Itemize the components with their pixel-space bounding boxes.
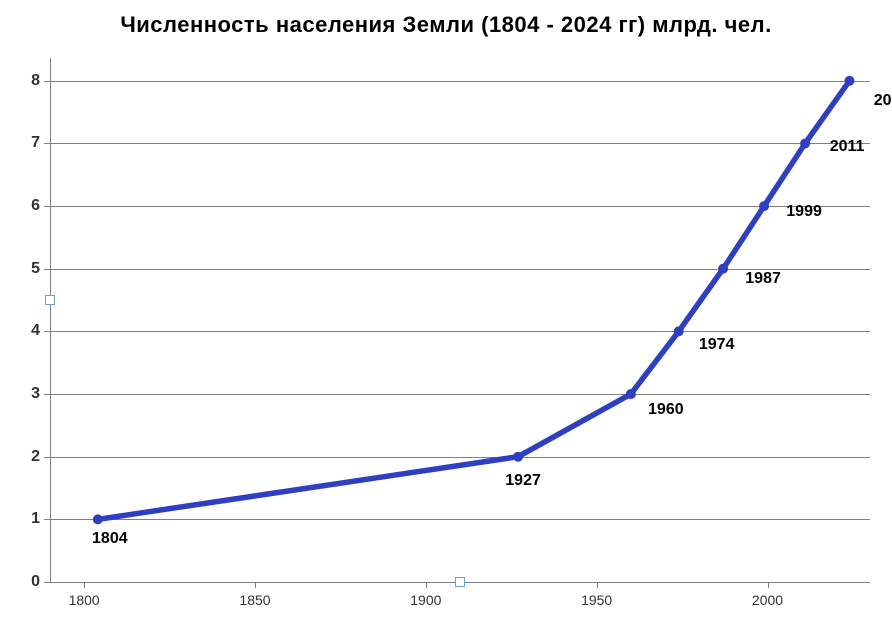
x-tick-label: 2000: [752, 592, 783, 608]
x-tick: [255, 582, 256, 588]
point-label: 1927: [505, 472, 541, 490]
data-point: [845, 76, 855, 86]
chart-title: Численность населения Земли (1804 - 2024…: [0, 12, 892, 38]
chart-container: { "chart": { "type": "line", "title": "Ч…: [0, 0, 892, 630]
y-tick-label: 6: [31, 197, 40, 215]
series-svg: [50, 62, 870, 582]
x-tick-label: 1950: [581, 592, 612, 608]
x-tick: [426, 582, 427, 588]
y-tick-label: 0: [31, 573, 40, 591]
point-label: 2024: [874, 92, 892, 110]
selection-handle[interactable]: [45, 295, 55, 305]
data-point: [626, 389, 636, 399]
x-tick: [597, 582, 598, 588]
x-tick-label: 1850: [239, 592, 270, 608]
plot-area: 0123456781800185019001950200018041927196…: [50, 62, 870, 582]
x-tick-label: 1900: [410, 592, 441, 608]
y-tick-label: 7: [31, 134, 40, 152]
point-label: 1999: [786, 203, 822, 221]
point-label: 1987: [745, 270, 781, 288]
point-label: 1974: [699, 336, 735, 354]
selection-handle[interactable]: [455, 577, 465, 587]
point-label: 1960: [648, 401, 684, 419]
y-tick-label: 1: [31, 510, 40, 528]
data-point: [759, 201, 769, 211]
series-line: [98, 81, 850, 520]
y-tick: [44, 582, 50, 583]
data-point: [93, 514, 103, 524]
point-label: 2011: [830, 138, 865, 156]
data-point: [718, 264, 728, 274]
x-tick: [768, 582, 769, 588]
data-point: [800, 138, 810, 148]
x-tick-label: 1800: [69, 592, 100, 608]
y-tick-label: 8: [31, 72, 40, 90]
point-label: 1804: [92, 530, 128, 548]
y-tick-label: 5: [31, 260, 40, 278]
y-tick-label: 3: [31, 385, 40, 403]
y-tick-label: 2: [31, 448, 40, 466]
data-point: [513, 452, 523, 462]
x-tick: [84, 582, 85, 588]
data-point: [674, 326, 684, 336]
y-tick-label: 4: [31, 322, 40, 340]
